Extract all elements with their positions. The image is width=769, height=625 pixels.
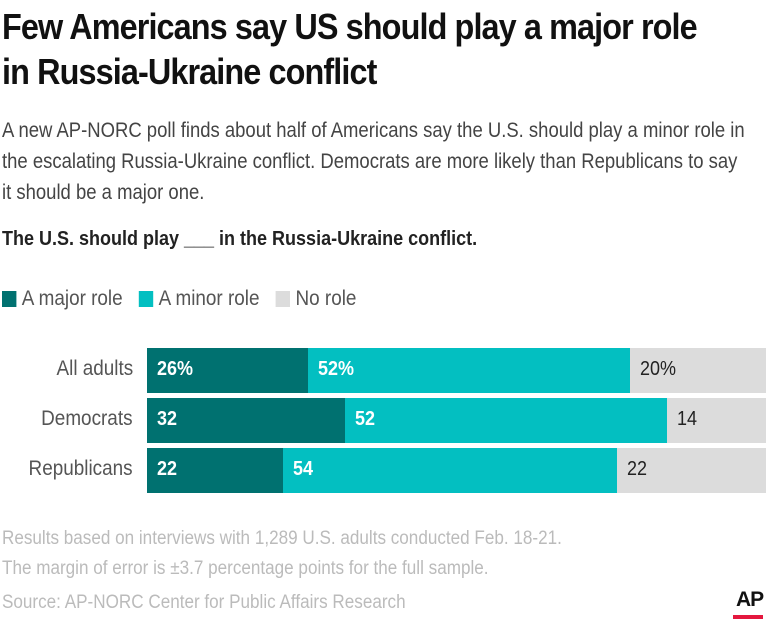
bar-segment: 14 xyxy=(667,398,766,443)
bar-segment: 52% xyxy=(308,348,630,393)
bar-segment: 22 xyxy=(147,448,283,493)
source-note: Source: AP-NORC Center for Public Affair… xyxy=(2,592,406,613)
legend-swatch xyxy=(138,291,154,307)
legend-swatch xyxy=(2,291,17,307)
category-label: Democrats xyxy=(41,407,133,430)
bar-segment: 20% xyxy=(630,348,766,393)
chart-title: Few Americans say US should play a major… xyxy=(2,6,698,92)
footnote-sample: Results based on interviews with 1,289 U… xyxy=(2,528,562,549)
bar-segment: 26% xyxy=(147,348,308,393)
legend-item: A major role xyxy=(2,287,123,311)
category-label: Republicans xyxy=(28,457,133,480)
legend-swatch xyxy=(275,291,291,307)
bar-row: Republicans 22 54 22 xyxy=(0,448,769,493)
data-label: 14 xyxy=(677,408,698,430)
data-label: 32 xyxy=(157,408,178,430)
bar-segment: 52 xyxy=(345,398,667,443)
legend-label: A major role xyxy=(21,287,123,310)
stacked-bar: 26% 52% 20% xyxy=(147,348,766,393)
legend: A major role A minor role No role xyxy=(2,287,356,311)
stacked-bar: 32 52 14 xyxy=(147,398,766,443)
data-label: 20% xyxy=(640,358,677,380)
legend-label: No role xyxy=(295,287,357,310)
data-label: 22 xyxy=(157,458,178,480)
data-label: 22 xyxy=(627,458,648,480)
chart-subtitle: A new AP-NORC poll finds about half of A… xyxy=(2,119,745,204)
stacked-bar: 22 54 22 xyxy=(147,448,766,493)
bar-row: Democrats 32 52 14 xyxy=(0,398,769,443)
legend-label: A minor role xyxy=(158,287,260,310)
bar-segment: 32 xyxy=(147,398,345,443)
bar-segment: 54 xyxy=(283,448,617,493)
legend-item: No role xyxy=(275,287,357,311)
category-label: All adults xyxy=(56,357,133,380)
chart-question: The U.S. should play ___ in the Russia-U… xyxy=(2,228,478,250)
ap-logo-underline xyxy=(733,615,763,619)
bar-row: All adults 26% 52% 20% xyxy=(0,348,769,393)
bar-segment: 22 xyxy=(617,448,766,493)
legend-item: A minor role xyxy=(138,287,260,311)
data-label: 52 xyxy=(355,408,376,430)
data-label: 52% xyxy=(318,358,355,380)
ap-logo: AP xyxy=(736,588,764,611)
footnote-margin: The margin of error is ±3.7 percentage p… xyxy=(2,558,489,579)
data-label: 26% xyxy=(157,358,194,380)
data-label: 54 xyxy=(293,458,314,480)
